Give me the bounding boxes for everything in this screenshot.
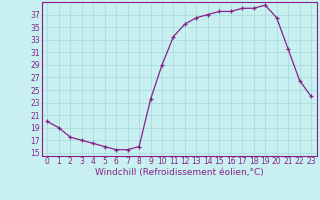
X-axis label: Windchill (Refroidissement éolien,°C): Windchill (Refroidissement éolien,°C)	[95, 168, 264, 177]
